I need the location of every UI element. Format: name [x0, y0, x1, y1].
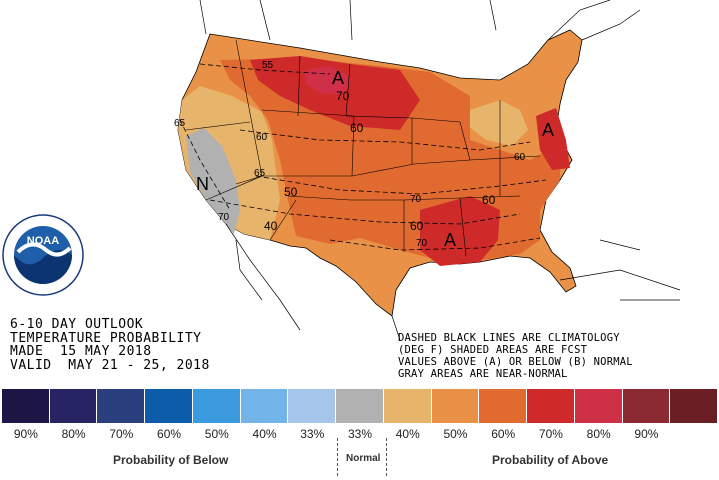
legend-label: 90% [13, 427, 38, 441]
shade-near-normal [186, 128, 240, 234]
shade-70-south [420, 196, 500, 266]
isotherm-label: 70 [218, 212, 230, 223]
outlook-made-date: MADE 15 MAY 2018 [10, 344, 152, 359]
isotherm-label: 60 [410, 219, 424, 233]
probability-legend-bar [2, 389, 719, 423]
outlook-title-line1: 6-10 DAY OUTLOOK [10, 317, 144, 332]
legend-swatch [383, 389, 432, 423]
outlook-title-line2: TEMPERATURE PROBABILITY [10, 330, 202, 346]
legend-label: 80% [61, 427, 86, 441]
legend-swatch [97, 389, 146, 423]
isotherm-label: 60 [482, 193, 496, 207]
legend-swatch [670, 389, 719, 423]
legend-swatch [288, 389, 337, 423]
region-label-a-south: A [444, 230, 456, 250]
isotherm-label: 70 [410, 194, 422, 205]
legend-swatch [431, 389, 480, 423]
outlook-title-block: 6-10 DAY OUTLOOK TEMPERATURE PROBABILITY M… [10, 318, 210, 372]
legend-caption-above: Probability of Above [492, 453, 609, 467]
legend-swatch [145, 389, 193, 423]
isotherm-label: 60 [514, 152, 526, 163]
notes-line4: GRAY AREAS ARE NEAR-NORMAL [398, 368, 568, 380]
neighbor-outlines [199, 0, 681, 341]
legend-swatch [336, 389, 384, 423]
region-label-a-north: A [332, 68, 344, 88]
legend-label: 60% [157, 427, 182, 441]
legend-label: 90% [634, 427, 659, 441]
legend-swatch [479, 389, 528, 423]
legend-swatch [49, 389, 98, 423]
legend-swatch [622, 389, 671, 423]
region-label-n: N [196, 174, 209, 194]
legend-swatch [574, 389, 623, 423]
map-notes: DASHED BLACK LINES ARE CLIMATOLOGY (DEG F… [398, 332, 633, 380]
isotherm-label: 50 [284, 185, 298, 199]
notes-line3: VALUES ABOVE (A) OR BELOW (B) NORMAL [398, 356, 633, 368]
legend-label: 70% [109, 427, 134, 441]
isotherm-label: 70 [336, 89, 350, 103]
shade-70-east [536, 108, 570, 170]
legend-label: 50% [204, 427, 229, 441]
outlook-valid-dates: VALID MAY 21 - 25, 2018 [10, 357, 210, 373]
isotherm-label: 55 [262, 60, 274, 71]
legend-divider-right [386, 438, 387, 476]
legend-label: 60% [491, 427, 516, 441]
legend-divider-left [337, 438, 338, 476]
isotherm-label: 60 [256, 132, 268, 143]
shade-40-northeast [468, 100, 528, 146]
notes-line2: (DEG F) SHADED AREAS ARE FCST [398, 344, 588, 356]
legend-label: 40% [252, 427, 277, 441]
isotherm-label: 65 [254, 168, 266, 179]
noaa-logo: NOAA [2, 214, 84, 296]
legend-label: 40% [395, 427, 420, 441]
legend-label [670, 427, 718, 441]
legend-label: 70% [538, 427, 563, 441]
legend-label: 33% [300, 427, 325, 441]
isotherm-label: 60 [350, 121, 364, 135]
outlook-map: N A A A 55 65 60 65 70 50 40 70 60 70 60… [174, 0, 681, 341]
notes-line1: DASHED BLACK LINES ARE CLIMATOLOGY [398, 332, 620, 344]
legend-label: 80% [586, 427, 611, 441]
region-label-a-east: A [542, 120, 554, 140]
legend-caption-below: Probability of Below [113, 453, 229, 467]
legend-label: 33% [347, 427, 373, 441]
state-borders [185, 39, 541, 257]
legend-swatch [2, 389, 50, 423]
legend-swatch [192, 389, 241, 423]
isotherm-label: 70 [416, 238, 428, 249]
isotherm-label: 65 [174, 118, 186, 129]
legend-swatch [240, 389, 289, 423]
climatology-isotherms [179, 63, 547, 251]
legend-swatch [527, 389, 575, 423]
legend-label: 50% [443, 427, 468, 441]
logo-text: NOAA [27, 235, 59, 247]
legend-caption-normal: Normal [346, 453, 381, 464]
probability-legend-labels: 90% 80% 70% 60% 50% 40% 33% 33% 40% 50% 60% 70% 80% 9… [2, 427, 718, 441]
isotherm-label: 40 [264, 219, 278, 233]
